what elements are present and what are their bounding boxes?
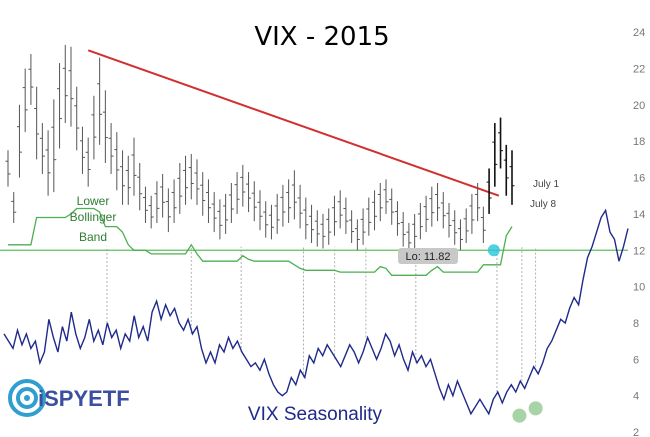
annotation-july-1: July 1	[533, 179, 560, 190]
annotation-july-8: July 8	[530, 199, 557, 210]
seasonality-series	[3, 208, 629, 423]
seasonality-label: VIX Seasonality	[248, 404, 383, 425]
y-tick-label-12: 12	[633, 245, 645, 257]
y-tick-label-18: 18	[633, 136, 645, 148]
reference-lines	[0, 49, 628, 393]
lower-bollinger-band	[8, 207, 513, 276]
y-tick-label-2: 2	[633, 427, 639, 437]
vix-price-bars	[5, 44, 515, 254]
seasonality-low-marker-1	[512, 408, 527, 423]
y-tick-label-10: 10	[633, 282, 645, 294]
y-tick-label-14: 14	[633, 209, 645, 221]
y-tick-label-4: 4	[633, 391, 639, 403]
chart-title: VIX - 2015	[254, 22, 389, 52]
low-marker	[487, 244, 500, 257]
ispyetf-logo: iSPYETF	[8, 379, 130, 417]
y-tick-label-24: 24	[633, 27, 645, 39]
seasonality-line	[3, 208, 629, 416]
y-tick-label-6: 6	[633, 354, 639, 366]
bollinger-label-line-2: Bollinger	[70, 210, 117, 224]
logo-text: iSPYETF	[38, 386, 130, 411]
target-icon	[8, 379, 46, 417]
y-tick-label-16: 16	[633, 173, 645, 185]
low-label-text: Lo: 11.82	[405, 251, 450, 263]
y-tick-label-8: 8	[633, 318, 639, 330]
resistance-line	[87, 49, 500, 197]
y-tick-label-22: 22	[633, 64, 645, 76]
seasonality-low-marker-2	[528, 401, 543, 416]
bollinger-label-line-1: Lower	[77, 194, 110, 208]
bollinger-label-line-3: Band	[79, 230, 107, 244]
low-label: Lo: 11.82	[398, 248, 458, 264]
bollinger-band-line	[8, 207, 513, 276]
low-label-background	[398, 248, 458, 264]
y-tick-label-20: 20	[633, 100, 645, 112]
